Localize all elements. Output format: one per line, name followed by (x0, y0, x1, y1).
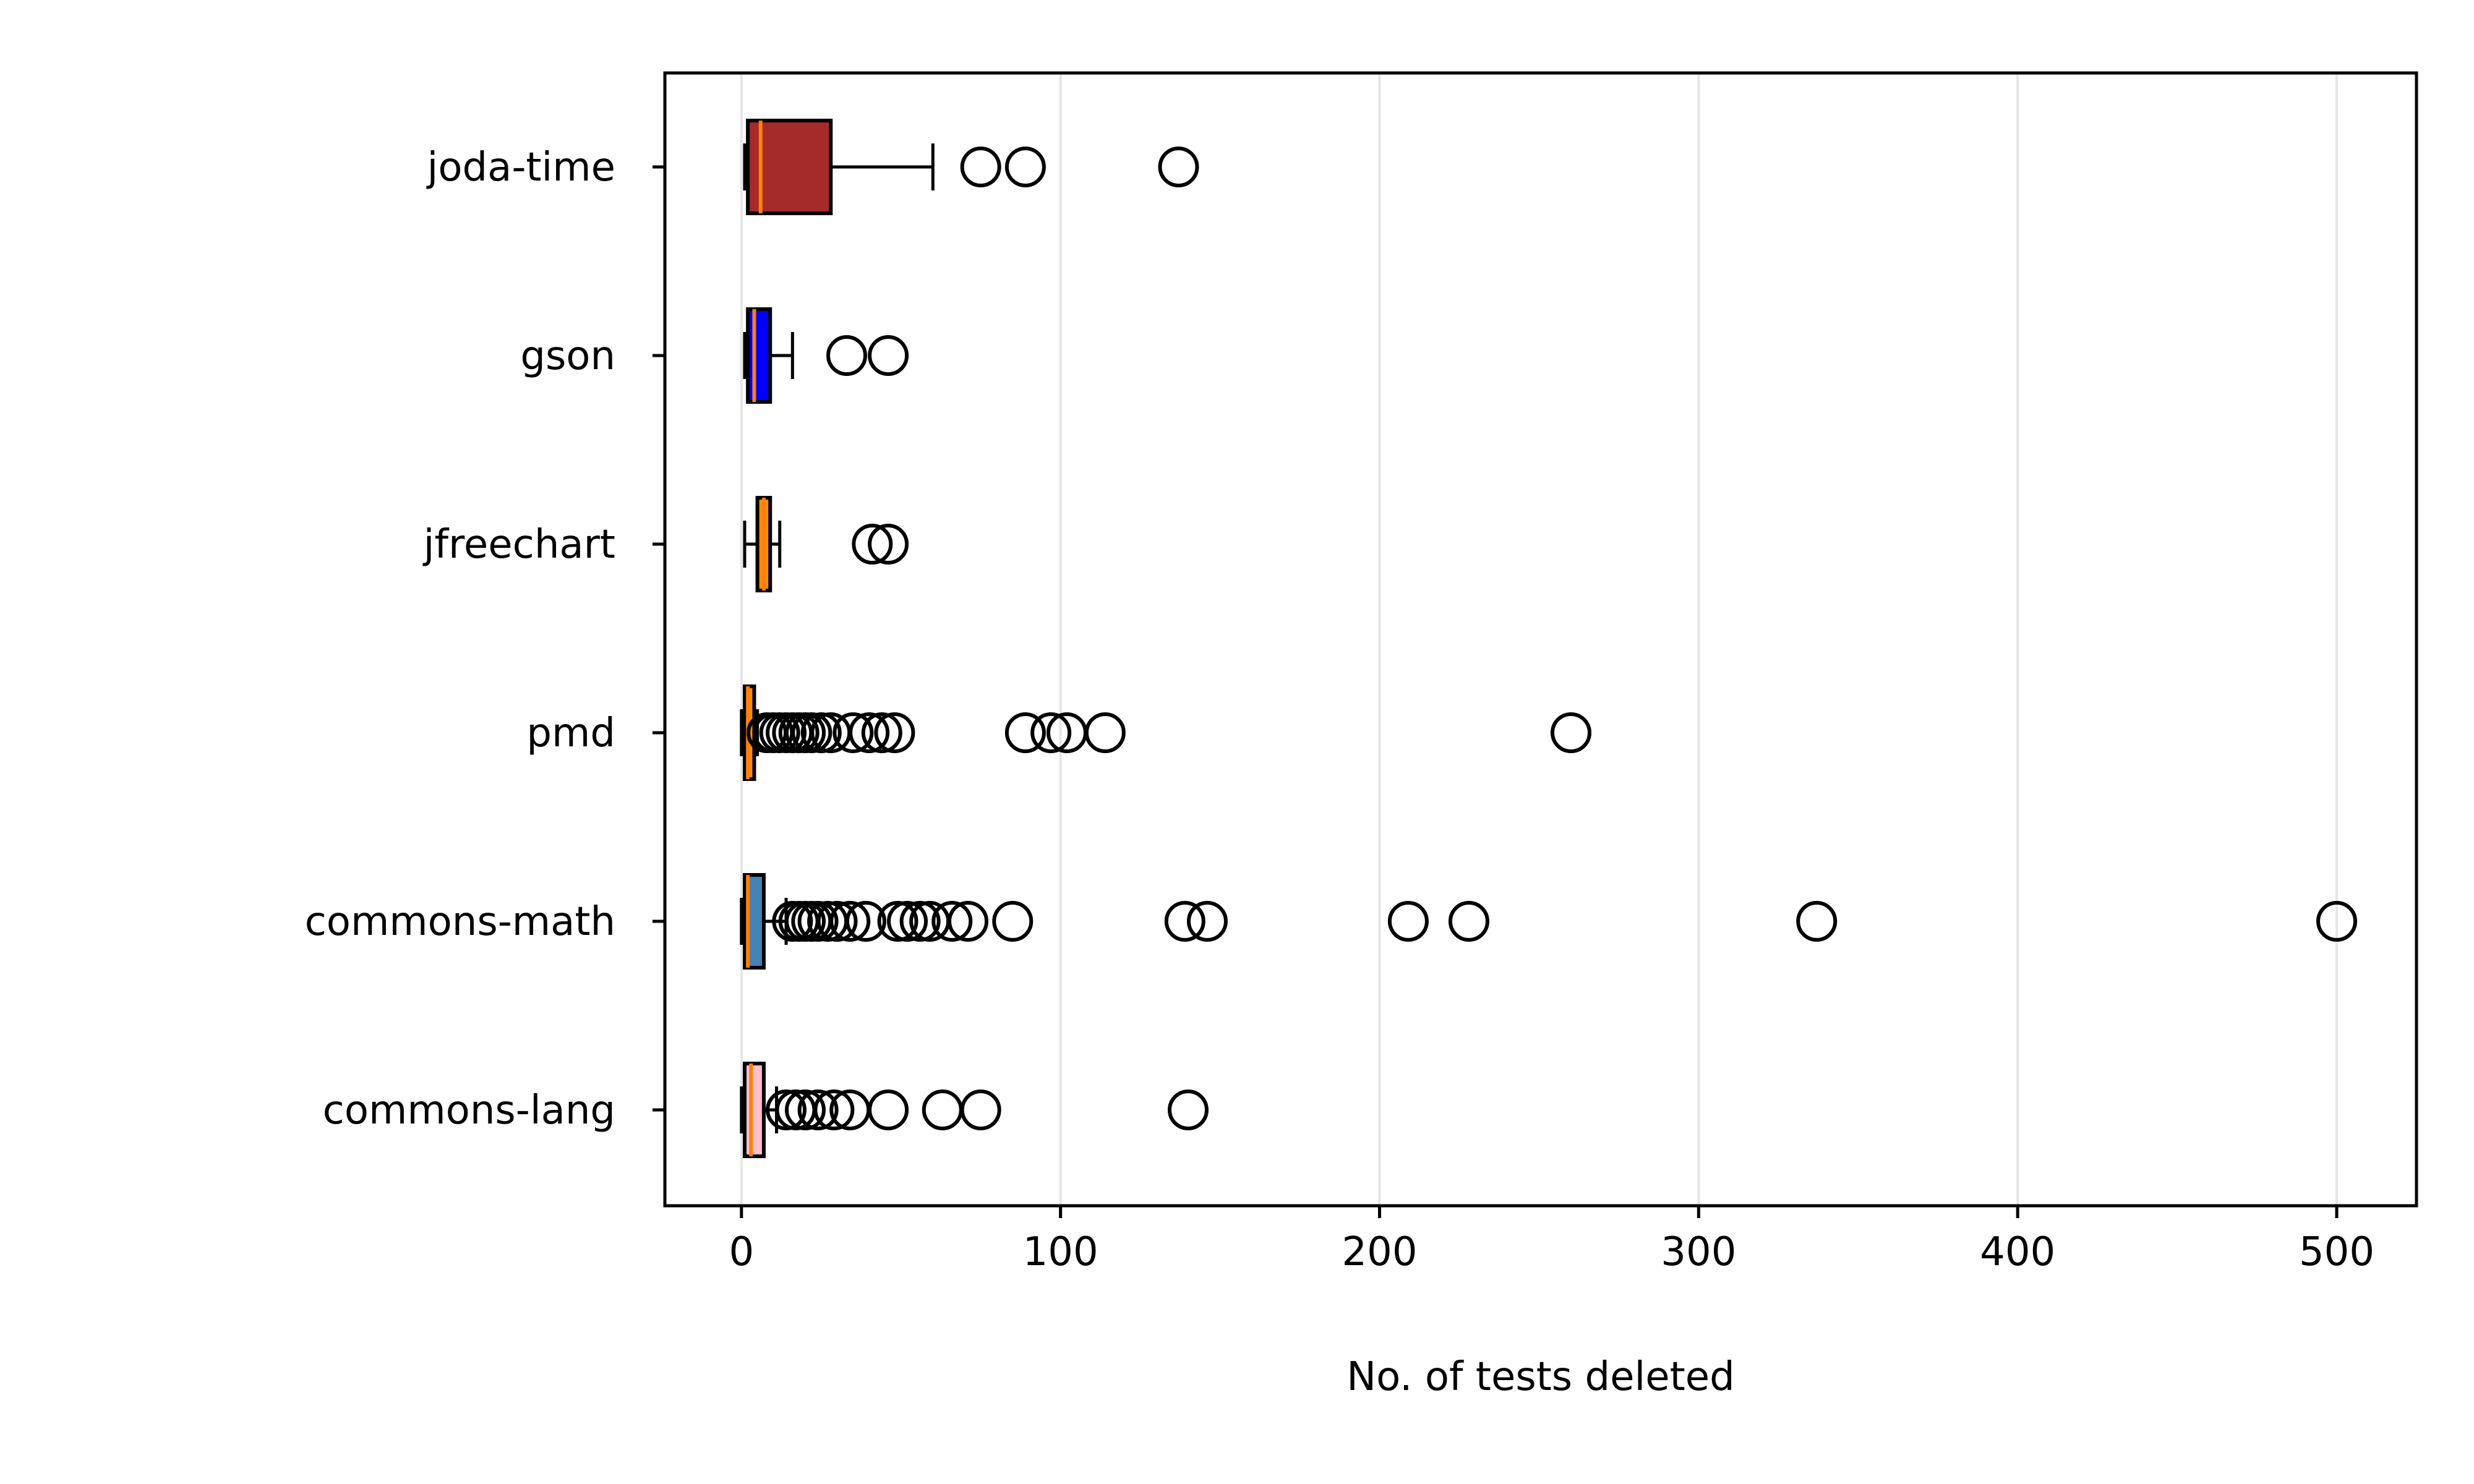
outlier-point (1004, 712, 1046, 753)
x-tick-label: 300 (1661, 1229, 1736, 1275)
gridlines (740, 73, 2339, 1206)
outlier-point (849, 712, 890, 753)
x-axis-label: No. of tests deleted (1346, 1354, 1734, 1400)
y-tick-label: pmd (526, 710, 615, 756)
iqr-box (742, 1062, 766, 1158)
x-tick-label: 0 (729, 1229, 754, 1275)
outlier-point (899, 901, 941, 942)
outlier-point (922, 1090, 963, 1130)
outlier-point (1167, 1090, 1209, 1130)
x-tick-label: 500 (2299, 1229, 2374, 1275)
outlier-point (833, 712, 874, 753)
outlier-point (1004, 147, 1046, 187)
outlier-point (797, 1090, 839, 1130)
outlier-point (1046, 712, 1087, 753)
outlier-point (1084, 712, 1126, 753)
box-commons-lang (740, 1062, 1209, 1158)
outlier-point (797, 901, 839, 942)
outlier-point (816, 901, 858, 942)
x-tick-label: 100 (1023, 1229, 1098, 1275)
outlier-point (877, 901, 918, 942)
outlier-point (1030, 712, 1072, 753)
outlier-point (845, 901, 886, 942)
y-tick-label: gson (520, 333, 615, 379)
outlier-point (852, 524, 893, 565)
outlier-point (784, 1090, 826, 1130)
outlier-point (1158, 147, 1199, 187)
box-jfreechart (743, 496, 909, 592)
outlier-point (948, 901, 989, 942)
outlier-point (829, 901, 871, 942)
outlier-point (1448, 901, 1489, 942)
outlier-point (1186, 901, 1228, 942)
outlier-point (766, 1090, 807, 1130)
outlier-point (868, 1090, 909, 1130)
y-tick-label: jfreechart (422, 522, 615, 568)
outlier-point (2316, 901, 2358, 942)
boxes (740, 119, 2358, 1158)
outlier-point (861, 712, 902, 753)
box-commons-math (740, 873, 2358, 970)
outlier-point (1164, 901, 1205, 942)
outlier-point (874, 712, 915, 753)
y-tick-label: commons-math (305, 899, 615, 945)
outlier-point (960, 1090, 1001, 1130)
y-tick-label: joda-time (426, 145, 615, 190)
y-tick-label: commons-lang (323, 1088, 615, 1133)
outlier-point (1387, 901, 1429, 942)
outlier-point (992, 901, 1034, 942)
outlier-point (931, 901, 973, 942)
axis-ticks: 0 100 200 300 400 500 joda-time gson jfreechart p… (305, 145, 2375, 1275)
outlier-point (960, 147, 1001, 187)
outlier-point (807, 901, 849, 942)
outlier-point (1796, 901, 1838, 942)
outlier-point (800, 712, 842, 753)
outlier-point (791, 712, 833, 753)
outlier-point (887, 901, 928, 942)
box-joda-time (743, 119, 1199, 215)
outlier-point (1551, 712, 1592, 753)
x-tick-label: 200 (1342, 1229, 1417, 1275)
outlier-point (826, 335, 868, 376)
outlier-point (868, 524, 909, 565)
outlier-point (813, 1090, 855, 1130)
iqr-box (746, 307, 773, 404)
box-pmd (740, 684, 1592, 781)
x-tick-label: 400 (1980, 1229, 2055, 1275)
outlier-point (775, 1090, 816, 1130)
box-gson (743, 307, 909, 404)
plot-frame (663, 71, 2418, 1208)
outlier-point (868, 335, 909, 376)
